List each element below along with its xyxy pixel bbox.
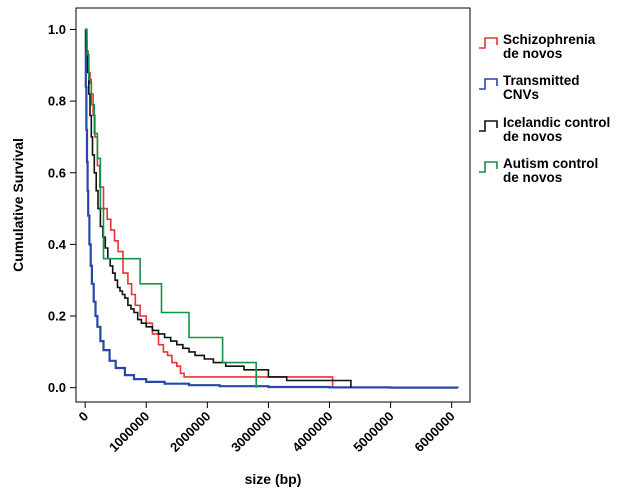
legend-label: Transmitted — [503, 73, 580, 88]
legend-label: CNVs — [503, 87, 539, 102]
legend-label: Autism control — [503, 156, 598, 171]
x-tick-label: 6000000 — [411, 409, 457, 455]
x-tick-label: 0 — [76, 409, 92, 425]
y-tick-label: 0.8 — [48, 94, 66, 109]
y-axis-title: Cumulative Survival — [10, 138, 26, 272]
legend-label: Icelandic control — [503, 115, 610, 130]
series-line-icelandic-control-de-novos — [85, 28, 352, 388]
x-axis-title: size (bp) — [245, 471, 302, 487]
legend-label: de novos — [503, 170, 562, 185]
y-tick-label: 0.2 — [48, 309, 66, 324]
series-line-autism-control-de-novos — [85, 28, 257, 388]
legend-swatch — [479, 120, 498, 132]
x-tick-label: 4000000 — [289, 409, 335, 455]
y-tick-label: 0.4 — [48, 237, 67, 252]
x-tick-label: 3000000 — [228, 409, 274, 455]
legend-swatch — [479, 161, 498, 173]
legend-label: de novos — [503, 46, 562, 61]
y-tick-label: 0.6 — [48, 165, 66, 180]
x-tick-label: 1000000 — [106, 409, 152, 455]
legend-swatch — [479, 78, 498, 90]
series-line-schizophrenia-de-novos — [85, 28, 334, 388]
plot-frame — [75, 7, 471, 403]
series-line-transmitted-cnvs — [84, 28, 459, 389]
legend-swatch — [479, 37, 498, 49]
x-tick-label: 2000000 — [167, 409, 213, 455]
series-lines — [84, 28, 459, 389]
legend-label: de novos — [503, 129, 562, 144]
y-tick-label: 0.0 — [48, 380, 66, 395]
y-tick-label: 1.0 — [48, 22, 66, 37]
axes: 0.0 0.2 0.4 0.6 0.8 1.0 0 1000000 2000000 3000000… — [48, 22, 458, 455]
x-tick-label: 5000000 — [350, 409, 396, 455]
legend-label: Schizophrenia — [503, 32, 596, 47]
plot-area — [75, 7, 471, 403]
